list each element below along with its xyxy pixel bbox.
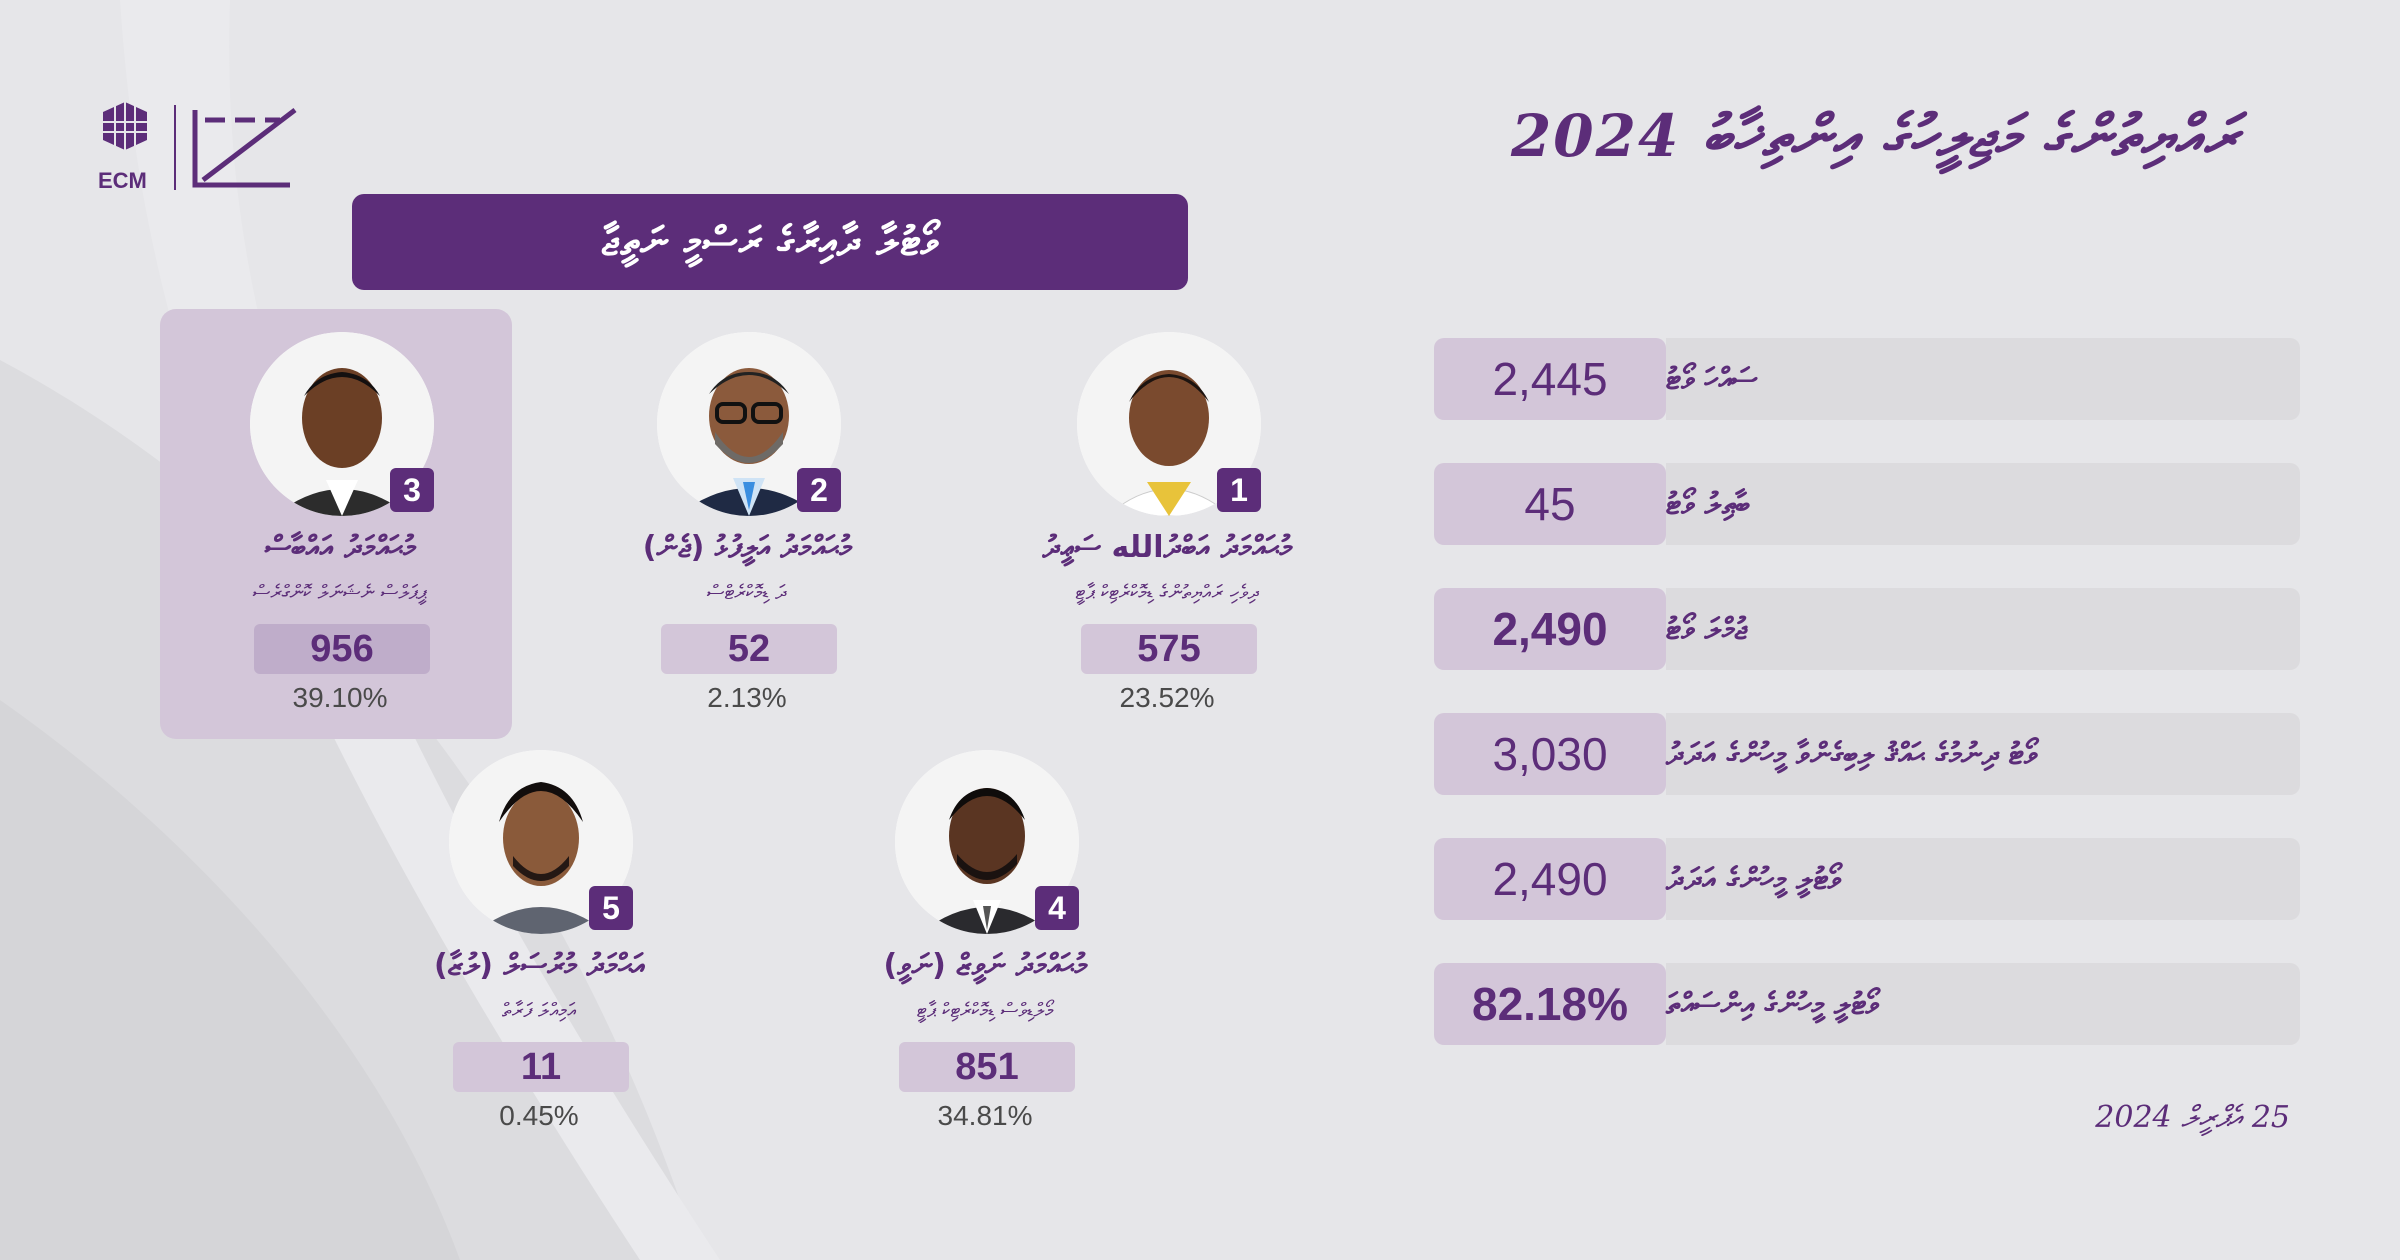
candidate-number: 2 — [797, 468, 841, 512]
ecm-logo-icon — [103, 102, 297, 190]
stat-row-invalid-votes: 45 ބާޠިލު ވޯޓު — [1434, 463, 2300, 545]
candidate-votes: 52 — [661, 624, 837, 674]
candidate-name: މުޙައްމަދު ނަވީޒް (ނަވީ) — [883, 948, 1087, 983]
candidate-card: 5 އަޙްމަދު މުރުސަލް (ލުޒާ) އަމިއްލަ ފަރާ… — [359, 750, 719, 1170]
logo-text: ECM — [98, 168, 147, 193]
candidate-name: މުޙައްމަދު އަބްދުالله ސަޢީދު — [1042, 530, 1292, 565]
candidate-card: 1 މުޙައްމަދު އަބްދުالله ސަޢީދު ދިވެހި ރަ… — [987, 332, 1347, 752]
candidate-percent: 34.81% — [937, 1100, 1033, 1131]
page-title: ރައްޔިތުންގެ މަޖިލީހުގެ އިންތިޚާބު 2024 — [1510, 102, 2240, 170]
candidate-percent: 39.10% — [292, 682, 388, 713]
stat-row-eligible-voters: 3,030 ވޯޓު ދިނުމުގެ ޙައްޤު ލިބިގެންވާ މީ… — [1434, 713, 2300, 795]
stat-value: 45 — [1434, 463, 1666, 545]
candidate-number: 3 — [390, 468, 434, 512]
stat-label: ވޯޓުލީ މީހުންގެ އިންސައްތަ — [1666, 963, 2300, 1045]
candidate-votes: 575 — [1081, 624, 1257, 674]
candidate-party: ދިވެހި ރައްޔިތުންގެ ޑިމޮކްރެޓިކް ޕާޓީ — [1075, 580, 1259, 604]
stat-label: ވޯޓުލީ މީހުންގެ އަދަދު — [1666, 838, 2300, 920]
candidate-photo — [250, 332, 434, 516]
stat-row-total-votes: 2,490 ޖުމްލަ ވޯޓު — [1434, 588, 2300, 670]
candidate-card: 4 މުޙައްމަދު ނަވީޒް (ނަވީ) މޯލްޑިވްސް ޑި… — [805, 750, 1165, 1170]
candidate-number: 4 — [1035, 886, 1079, 930]
candidate-party: ދަ ޑިމޮކްރެޓްސް — [706, 580, 788, 604]
stat-value: 2,490 — [1434, 838, 1666, 920]
stat-value: 82.18% — [1434, 963, 1666, 1045]
stat-row-valid-votes: 2,445 ސައްހަ ވޯޓު — [1434, 338, 2300, 420]
stat-value: 2,445 — [1434, 338, 1666, 420]
results-banner: ވޯޓުލާ ދާއިރާގެ ރަސްމީ ނަތީޖާ — [352, 194, 1188, 290]
candidate-percent: 0.45% — [499, 1100, 579, 1131]
candidate-name: މުޙައްމަދު އަލީފުޅު (ޖެން) — [642, 530, 852, 565]
date-label: 25 އެޕްރީލް 2024 — [2095, 1100, 2290, 1135]
stat-value: 2,490 — [1434, 588, 1666, 670]
stat-label: ސައްހަ ވޯޓު — [1666, 338, 2300, 420]
stat-label: ބާޠިލު ވޯޓު — [1666, 463, 2300, 545]
candidate-party: މޯލްޑިވްސް ޑިމޮކްރެޓިކް ޕާޓީ — [916, 998, 1054, 1022]
stat-row-turnout: 82.18% ވޯޓުލީ މީހުންގެ އިންސައްތަ — [1434, 963, 2300, 1045]
stat-row-voters: 2,490 ވޯޓުލީ މީހުންގެ އަދަދު — [1434, 838, 2300, 920]
candidate-party: ޕީޕަލްސް ނެޝަނަލް ކޮންގްރެސް — [252, 580, 428, 604]
candidate-party: އަމިއްލަ ފަރާތް — [501, 998, 577, 1022]
candidate-card-winner: 3 މުޙައްމަދު އައްބާސް ޕީޕަލްސް ނެޝަނަލް … — [160, 332, 520, 752]
candidate-name: މުޙައްމަދު އައްބާސް — [264, 530, 416, 565]
stat-value: 3,030 — [1434, 713, 1666, 795]
candidate-votes: 851 — [899, 1042, 1075, 1092]
candidate-name: އަޙްމަދު މުރުސަލް (ލުޒާ) — [434, 948, 644, 983]
banner-label: ވޯޓުލާ ދާއިރާގެ ރަސްމީ ނަތީޖާ — [601, 219, 939, 265]
candidate-votes: 11 — [453, 1042, 629, 1092]
candidate-percent: 2.13% — [707, 682, 787, 713]
candidate-percent: 23.52% — [1119, 682, 1215, 713]
candidate-card: 2 މުޙައްމަދު އަލީފުޅު (ޖެން) ދަ ޑިމޮކްރެ… — [567, 332, 927, 752]
candidate-number: 1 — [1217, 468, 1261, 512]
stat-label: ޖުމްލަ ވޯޓު — [1666, 588, 2300, 670]
candidate-votes: 956 — [254, 624, 430, 674]
stat-label: ވޯޓު ދިނުމުގެ ޙައްޤު ލިބިގެންވާ މީހުންގެ… — [1666, 713, 2300, 795]
candidate-number: 5 — [589, 886, 633, 930]
